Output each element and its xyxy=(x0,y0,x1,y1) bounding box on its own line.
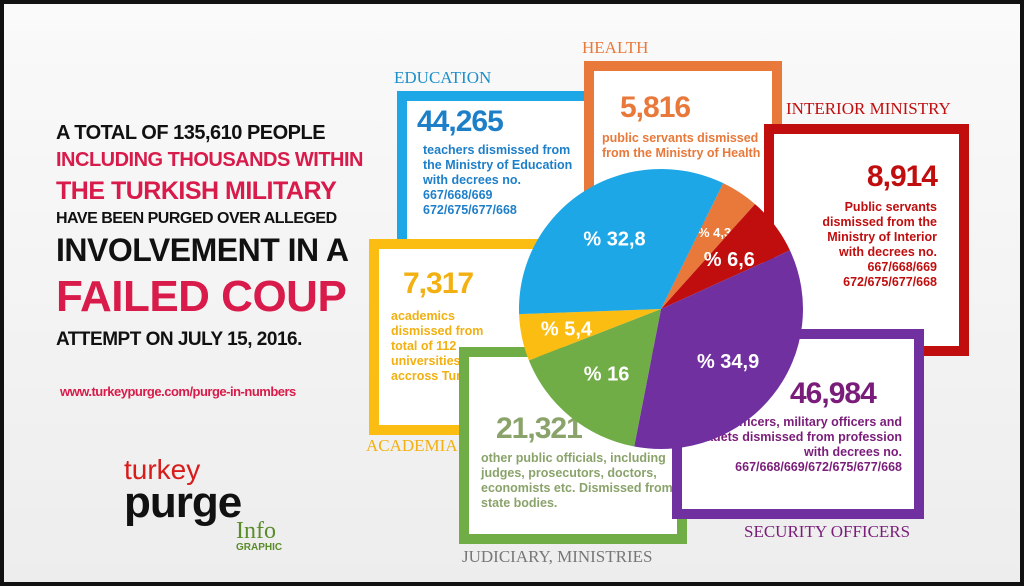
headline-line-3: THE TURKISH MILITARY xyxy=(56,177,337,205)
interior-number: 8,914 xyxy=(866,160,938,193)
logo-info: Info xyxy=(236,518,276,544)
pie-chart: % 4,3 % 6,6 % 34,9 % 16 % 5,4 % 32,8 xyxy=(519,168,803,450)
headline-line-4: HAVE BEEN PURGED OVER ALLEGED xyxy=(56,210,337,227)
pie-slice-academia xyxy=(519,309,661,361)
headline-line-6: FAILED COUP xyxy=(56,272,347,321)
logo-graphic: GRAPHIC xyxy=(236,542,283,553)
security-number: 46,984 xyxy=(790,377,877,410)
pie-label: % 4,3 xyxy=(698,225,731,240)
headline-line-1: A TOTAL OF 135,610 PEOPLE xyxy=(56,122,326,144)
source-url[interactable]: www.turkeypurge.com/purge-in-numbers xyxy=(60,384,296,399)
health-number: 5,816 xyxy=(620,91,691,124)
judiciary-desc: other public officials, including judges… xyxy=(481,451,673,510)
pie-label: % 34,9 xyxy=(697,351,759,373)
academia-desc: academics dismissed from total of 112 un… xyxy=(391,309,484,383)
judiciary-number: 21,321 xyxy=(496,412,583,445)
academia-label: ACADEMIA xyxy=(366,436,458,455)
pie-slice-health xyxy=(661,183,756,309)
health-desc: public servants dismissed from the Minis… xyxy=(602,131,761,160)
pie-slice-security-officers xyxy=(634,250,803,450)
headline-line-5: INVOLVEMENT IN A xyxy=(56,232,349,268)
logo-purge: purge xyxy=(124,478,242,527)
pie-slice-education xyxy=(519,168,724,315)
interior-desc: Public servants dismissed from the Minis… xyxy=(822,200,937,289)
pie-label: % 5,4 xyxy=(541,318,593,340)
pie-slice-interior-ministry xyxy=(661,204,790,309)
logo-turkey: turkey xyxy=(124,454,201,485)
pie-slice-judiciary-ministries xyxy=(528,309,661,447)
education-desc: teachers dismissed from the Ministry of … xyxy=(423,143,573,217)
security-label: SECURITY OFFICERS xyxy=(744,522,911,541)
logo: turkey purge Info GRAPHIC xyxy=(124,454,282,554)
pie-label: % 32,8 xyxy=(583,229,645,251)
judiciary-label: JUDICIARY, MINISTRIES xyxy=(462,547,653,566)
education-label: EDUCATION xyxy=(394,68,492,87)
interior-box: 8,914 Public servants dismissed from the… xyxy=(764,124,969,356)
headline-line-2: INCLUDING THOUSANDS WITHIN xyxy=(56,149,363,171)
pie-label: % 16 xyxy=(584,364,630,386)
academia-number: 7,317 xyxy=(403,267,474,300)
interior-label: INTERIOR MINISTRY xyxy=(786,99,951,118)
education-number: 44,265 xyxy=(417,105,504,138)
health-label: HEALTH xyxy=(582,38,649,57)
headline-line-7: ATTEMPT ON JULY 15, 2016. xyxy=(56,329,302,350)
pie-label: % 6,6 xyxy=(704,249,755,271)
